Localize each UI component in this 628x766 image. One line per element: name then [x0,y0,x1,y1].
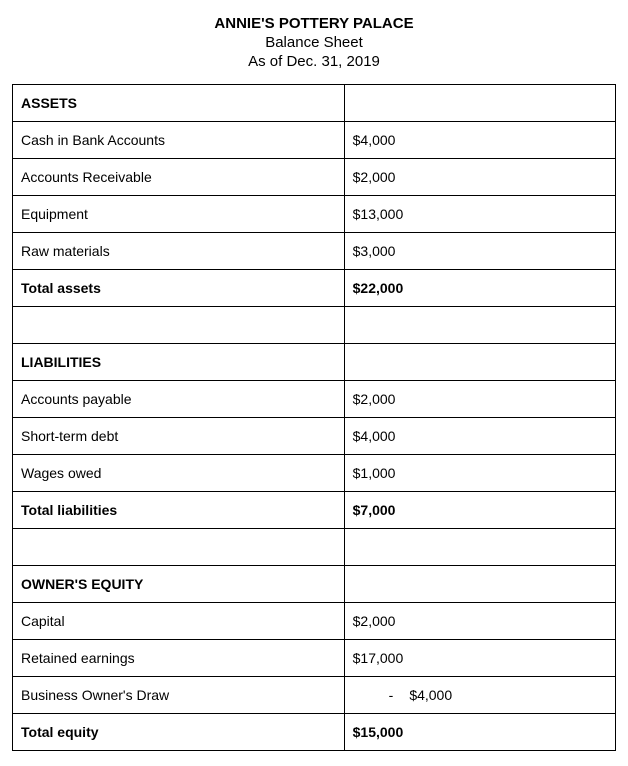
total-value: $7,000 [344,492,615,529]
row-label: Equipment [13,196,345,233]
total-label: Total equity [13,714,345,751]
table-row: Retained earnings $17,000 [13,640,616,677]
empty-cell [13,307,345,344]
total-label: Total assets [13,270,345,307]
empty-cell [344,307,615,344]
row-label: Wages owed [13,455,345,492]
empty-cell [344,529,615,566]
total-row-equity: Total equity $15,000 [13,714,616,751]
table-row: Wages owed $1,000 [13,455,616,492]
row-value: $1,000 [344,455,615,492]
table-row: Raw materials $3,000 [13,233,616,270]
as-of-date: As of Dec. 31, 2019 [12,53,616,70]
table-row: Short-term debt $4,000 [13,418,616,455]
row-label: Raw materials [13,233,345,270]
row-label: Short-term debt [13,418,345,455]
balance-sheet-table: ASSETS Cash in Bank Accounts $4,000 Acco… [12,84,616,751]
empty-cell [344,85,615,122]
row-value: $13,000 [344,196,615,233]
document-header: ANNIE'S POTTERY PALACE Balance Sheet As … [12,15,616,70]
company-name: ANNIE'S POTTERY PALACE [12,15,616,32]
section-heading: ASSETS [13,85,345,122]
document-title: Balance Sheet [12,34,616,51]
section-header-assets: ASSETS [13,85,616,122]
section-header-liabilities: LIABILITIES [13,344,616,381]
table-row: Accounts Receivable $2,000 [13,159,616,196]
row-value: $17,000 [344,640,615,677]
row-label: Business Owner's Draw [13,677,345,714]
row-label: Cash in Bank Accounts [13,122,345,159]
total-row-assets: Total assets $22,000 [13,270,616,307]
row-value: $2,000 [344,381,615,418]
row-value: $3,000 [344,233,615,270]
row-label: Accounts Receivable [13,159,345,196]
row-value: $2,000 [344,159,615,196]
spacer-row [13,307,616,344]
row-value: -$4,000 [344,677,615,714]
total-value: $15,000 [344,714,615,751]
row-value: $4,000 [344,418,615,455]
table-row: Accounts payable $2,000 [13,381,616,418]
row-label: Retained earnings [13,640,345,677]
negative-indicator: - [389,687,394,703]
table-row-owners-draw: Business Owner's Draw -$4,000 [13,677,616,714]
section-header-equity: OWNER'S EQUITY [13,566,616,603]
total-label: Total liabilities [13,492,345,529]
draw-amount: $4,000 [409,687,452,703]
section-heading: LIABILITIES [13,344,345,381]
total-value: $22,000 [344,270,615,307]
table-row: Equipment $13,000 [13,196,616,233]
total-row-liabilities: Total liabilities $7,000 [13,492,616,529]
row-value: $4,000 [344,122,615,159]
empty-cell [13,529,345,566]
row-value: $2,000 [344,603,615,640]
table-row: Capital $2,000 [13,603,616,640]
empty-cell [344,344,615,381]
row-label: Accounts payable [13,381,345,418]
empty-cell [344,566,615,603]
spacer-row [13,529,616,566]
row-label: Capital [13,603,345,640]
table-row: Cash in Bank Accounts $4,000 [13,122,616,159]
section-heading: OWNER'S EQUITY [13,566,345,603]
